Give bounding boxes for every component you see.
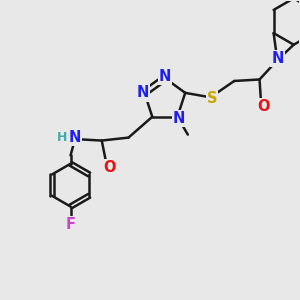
Text: S: S [207, 91, 217, 106]
Text: H: H [57, 131, 68, 144]
Text: N: N [137, 85, 149, 100]
Text: F: F [65, 218, 76, 232]
Text: N: N [69, 130, 81, 145]
Text: O: O [103, 160, 116, 175]
Text: N: N [271, 51, 283, 66]
Text: O: O [258, 99, 270, 114]
Text: N: N [159, 69, 171, 84]
Text: N: N [173, 111, 185, 126]
